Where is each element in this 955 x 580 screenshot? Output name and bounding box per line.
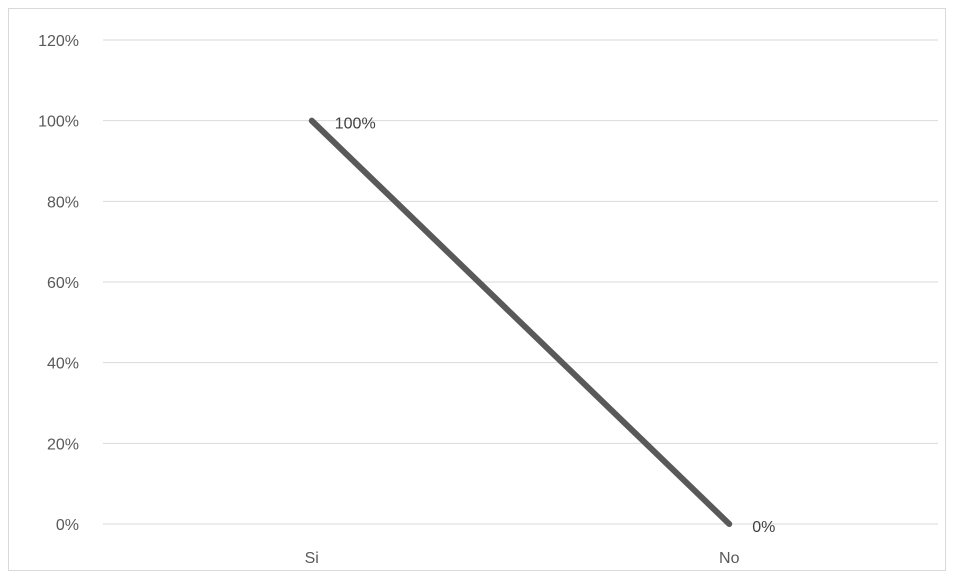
data-label: 0% [752, 519, 775, 536]
chart-frame [8, 8, 946, 571]
y-tick-label: 20% [47, 436, 79, 453]
series-line [308, 117, 733, 527]
y-tick-label: 60% [47, 275, 79, 292]
y-tick-label: 80% [47, 194, 79, 211]
x-tick-label: Si [305, 550, 319, 567]
y-tick-label: 40% [47, 356, 79, 373]
x-axis-ticks: Si No [305, 550, 740, 567]
gridlines [103, 39, 938, 525]
y-tick-label: 120% [38, 33, 79, 50]
y-tick-label: 100% [38, 114, 79, 131]
data-label: 100% [335, 116, 376, 133]
y-tick-label: 0% [56, 517, 79, 534]
x-tick-label: No [719, 550, 740, 567]
y-axis-ticks: 0% 20% 40% 60% 80% 100% 120% [38, 33, 79, 534]
